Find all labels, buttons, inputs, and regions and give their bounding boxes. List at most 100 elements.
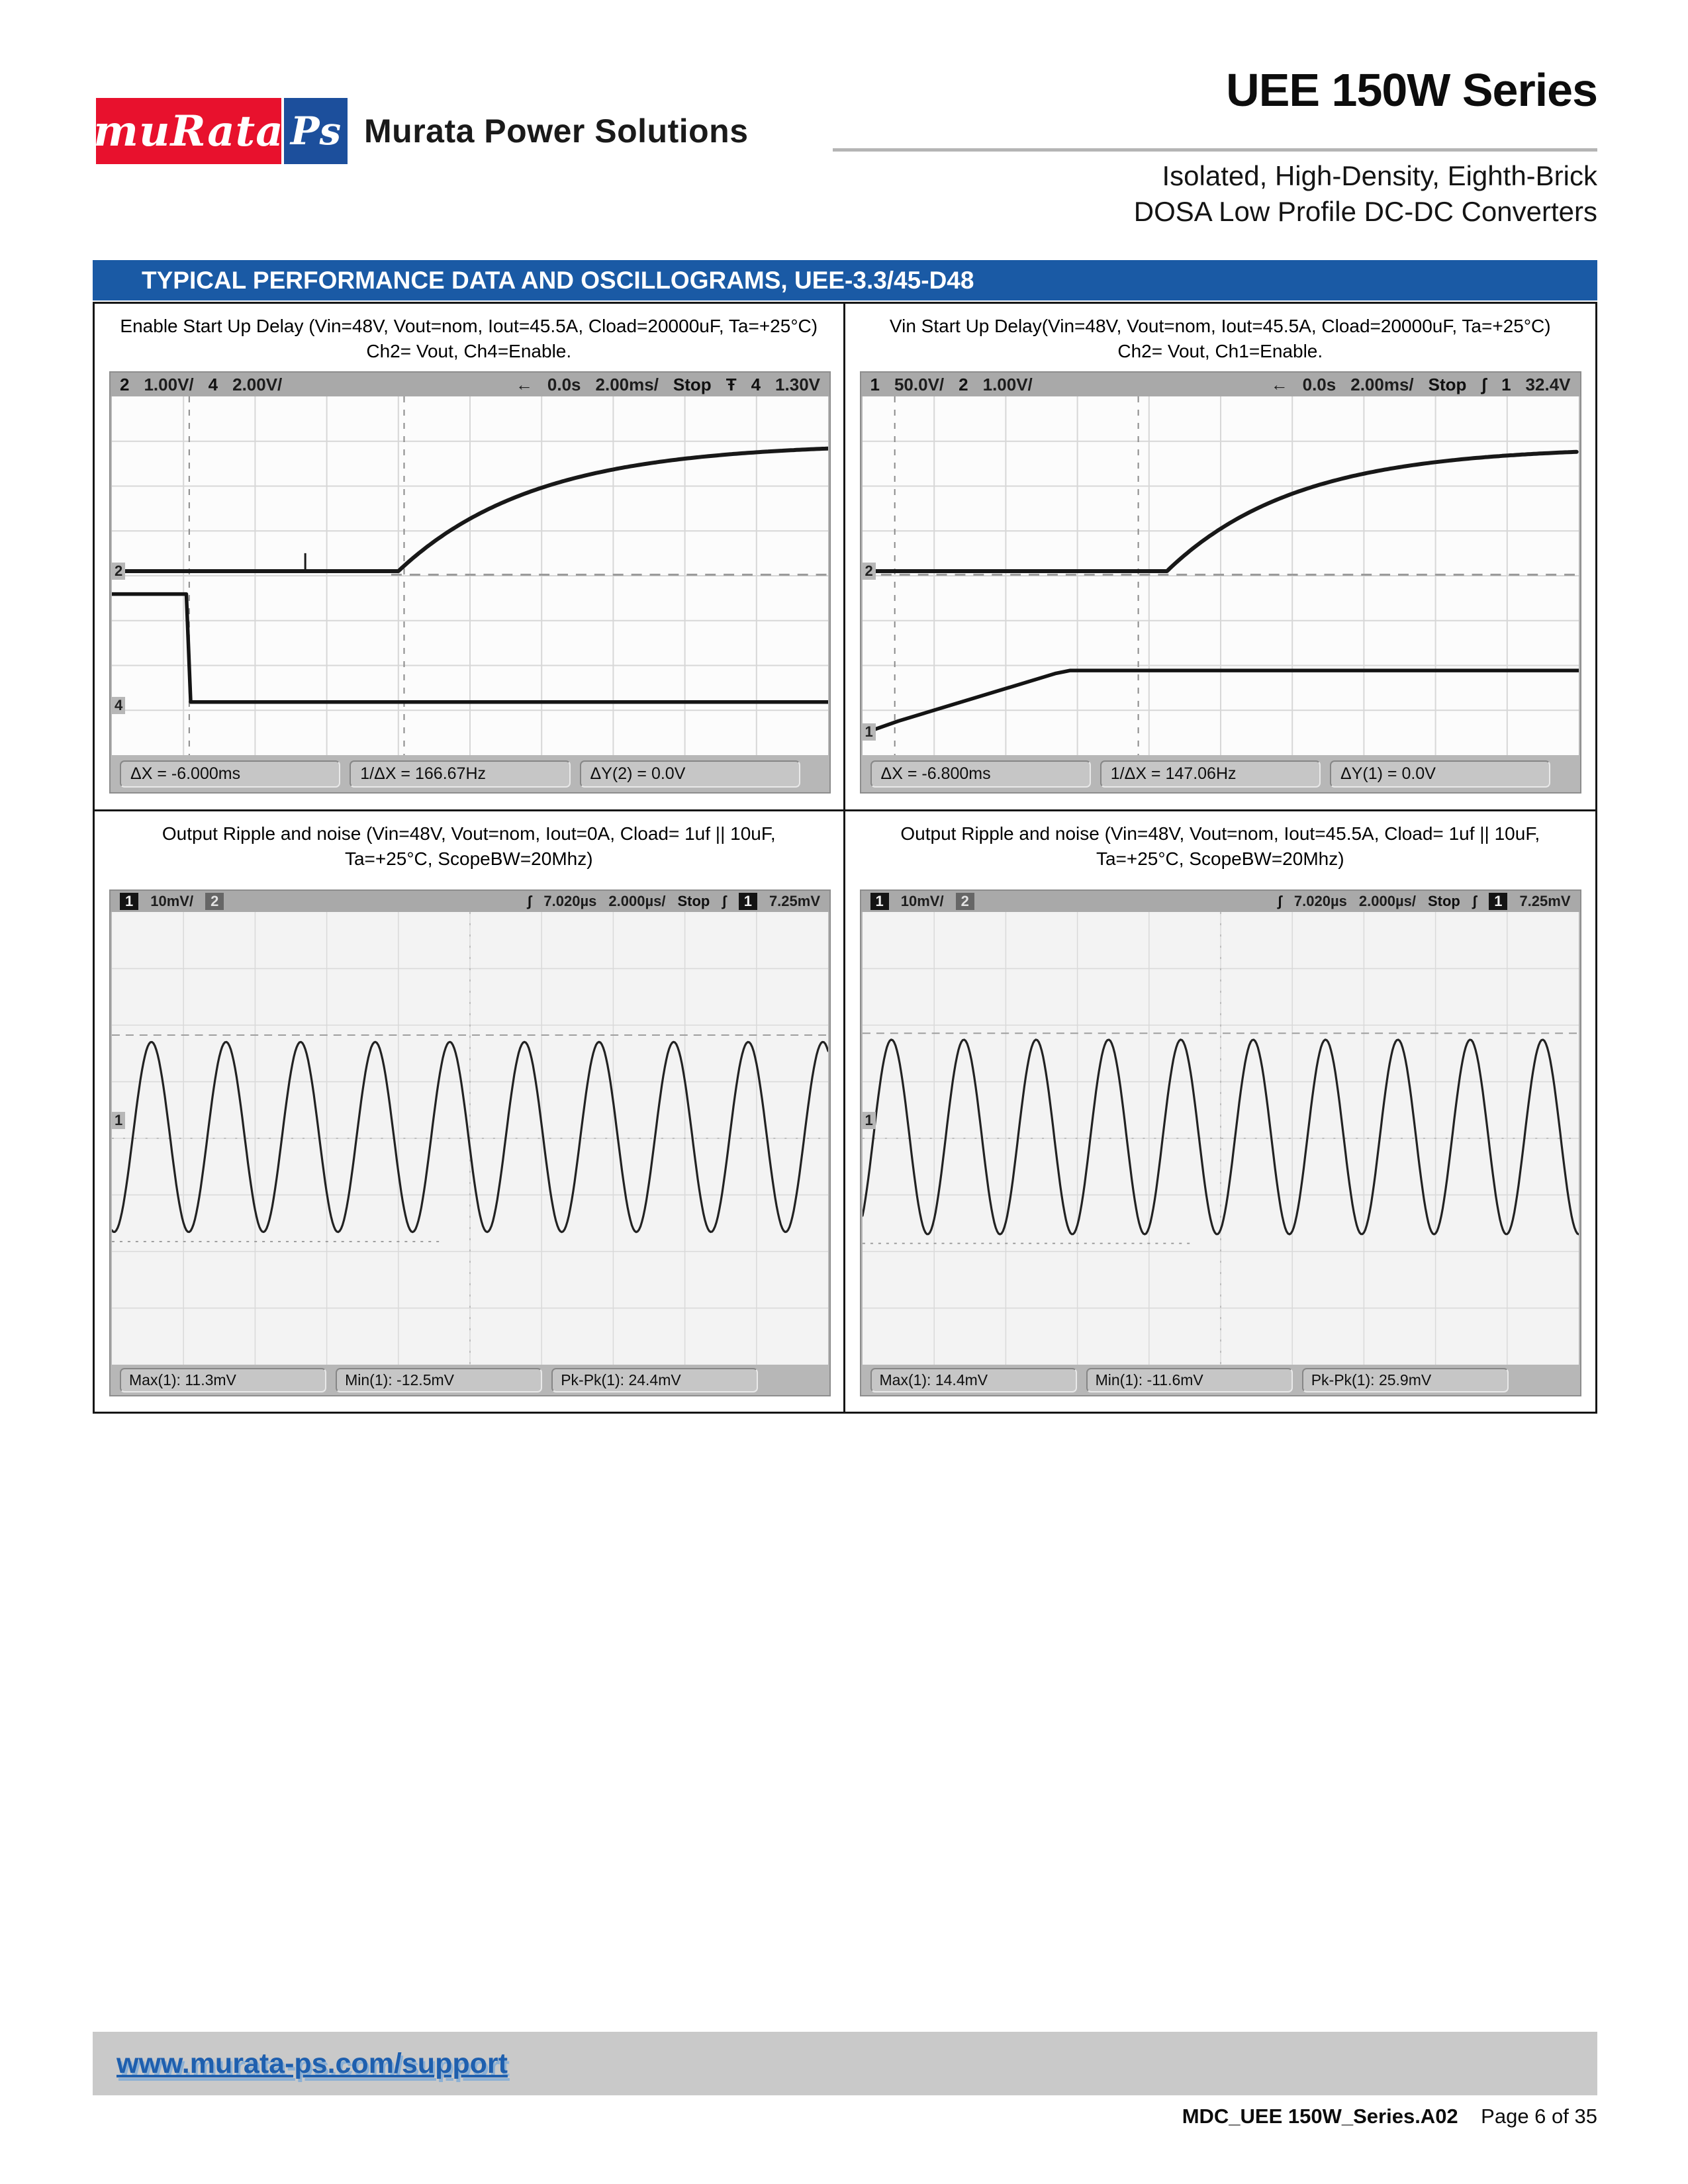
- scope-setting: ʃ: [1277, 892, 1282, 909]
- scope-timebase-trigger: ʃ 7.020µs 2.000µs/Stop ʃ 1 7.25mV: [1277, 892, 1571, 911]
- page-subtitle-2: DOSA Low Profile DC-DC Converters: [1133, 196, 1597, 227]
- scope-settings-bar: 2 1.00V/4 2.00V/ ← 0.0s 2.00ms/Stop Ŧ 4 1.30V: [111, 373, 829, 396]
- scope-settings-bar: 1 50.0V/2 1.00V/ ← 0.0s 2.00ms/Stop ʃ 1 32.4V: [861, 373, 1580, 396]
- header-divider: [833, 148, 1597, 152]
- measurement-box: ΔY(2) = 0.0V: [579, 760, 800, 788]
- caption-line2: Ch2= Vout, Ch4=Enable.: [366, 341, 572, 361]
- panel-caption: Vin Start Up Delay(Vin=48V, Vout=nom, Io…: [845, 314, 1596, 364]
- scope-setting: 1: [1501, 374, 1511, 394]
- caption-line2: Ch2= Vout, Ch1=Enable.: [1117, 341, 1323, 361]
- oscilloscope-screenshot: 1 10mV/2 ʃ 7.020µs 2.000µs/Stop ʃ 1 7.25mV 1 M…: [859, 889, 1581, 1396]
- scope-setting: 4: [208, 374, 218, 394]
- scope-settings-bar: 1 10mV/2 ʃ 7.020µs 2.000µs/Stop ʃ 1 7.25mV: [861, 891, 1580, 912]
- scope-setting: 10mV/: [150, 892, 194, 909]
- panel-ripple-no-load: Output Ripple and noise (Vin=48V, Vout=n…: [95, 811, 845, 1412]
- murata-logo-text: muRata: [93, 106, 284, 156]
- scope-plot-area: 1: [112, 912, 828, 1365]
- measurement-box: Pk-Pk(1): 25.9mV: [1301, 1367, 1509, 1392]
- caption-line2: Ta=+25°C, ScopeBW=20Mhz): [344, 848, 593, 869]
- measurement-box: Min(1): -12.5mV: [336, 1367, 543, 1392]
- scope-setting: Stop: [1427, 892, 1460, 909]
- scope-settings-bar: 1 10mV/2 ʃ 7.020µs 2.000µs/Stop ʃ 1 7.25mV: [111, 891, 829, 912]
- channel-marker: 2: [112, 562, 126, 580]
- scope-measurement-bar: Max(1): 14.4mV Min(1): -11.6mV Pk-Pk(1):…: [861, 1365, 1580, 1395]
- scope-setting: Stop: [673, 374, 712, 394]
- scope-setting: 1: [870, 892, 889, 911]
- scope-setting: Ŧ: [726, 374, 737, 394]
- scope-setting: ʃ: [722, 892, 727, 909]
- scope-setting: 7.25mV: [1519, 892, 1571, 909]
- scope-setting: 1: [120, 892, 139, 911]
- scope-setting: 32.4V: [1525, 374, 1571, 394]
- scope-setting: 2: [959, 374, 968, 394]
- page-number: Page 6 of 35: [1481, 2105, 1597, 2128]
- scope-setting: 2: [955, 892, 974, 911]
- scope-setting: 2.00V/: [232, 374, 283, 394]
- page-subtitle-1: Isolated, High-Density, Eighth-Brick: [1162, 160, 1597, 191]
- panel-caption: Output Ripple and noise (Vin=48V, Vout=n…: [845, 821, 1596, 872]
- scope-channel-settings: 1 10mV/2: [870, 892, 974, 911]
- scope-setting: 10mV/: [900, 892, 944, 909]
- measurement-box: 1/ΔX = 147.06Hz: [1100, 760, 1321, 788]
- measurement-box: ΔX = -6.000ms: [120, 760, 341, 788]
- waveform-svg: [112, 396, 828, 755]
- caption-line1: Vin Start Up Delay(Vin=48V, Vout=nom, Io…: [889, 316, 1551, 336]
- channel-marker: 1: [862, 1111, 876, 1129]
- scope-measurement-bar: ΔX = -6.000ms 1/ΔX = 166.67Hz ΔY(2) = 0.…: [111, 755, 829, 792]
- scope-channel-settings: 1 10mV/2: [120, 892, 224, 911]
- scope-measurement-bar: Max(1): 11.3mV Min(1): -12.5mV Pk-Pk(1):…: [111, 1365, 829, 1395]
- scope-setting: 0.0s: [547, 374, 581, 394]
- support-link[interactable]: www.murata-ps.com/support: [117, 2047, 508, 2079]
- ps-logo: Ps: [284, 98, 348, 164]
- caption-line1: Output Ripple and noise (Vin=48V, Vout=n…: [900, 823, 1540, 844]
- scope-setting: 1.00V/: [982, 374, 1033, 394]
- scope-setting: Stop: [1428, 374, 1467, 394]
- waveform-svg: [862, 396, 1579, 755]
- scope-channel-settings: 1 50.0V/2 1.00V/: [870, 375, 1033, 395]
- oscilloscope-screenshot: 1 10mV/2 ʃ 7.020µs 2.000µs/Stop ʃ 1 7.25mV 1 M…: [109, 889, 831, 1396]
- document-id: MDC_UEE 150W_Series.A02: [1182, 2105, 1458, 2128]
- panel-caption: Output Ripple and noise (Vin=48V, Vout=n…: [95, 821, 843, 872]
- scope-plot-area: 1: [862, 912, 1579, 1365]
- scope-setting: 0.0s: [1302, 374, 1336, 394]
- document-footer: MDC_UEE 150W_Series.A02 Page 6 of 35: [1182, 2105, 1597, 2128]
- scope-timebase-trigger: ʃ 7.020µs 2.000µs/Stop ʃ 1 7.25mV: [527, 892, 820, 911]
- murata-logo: muRata: [93, 98, 284, 164]
- oscilloscope-screenshot: 2 1.00V/4 2.00V/ ← 0.0s 2.00ms/Stop Ŧ 4 1.30V 2…: [109, 371, 831, 794]
- scope-setting: ʃ: [1481, 374, 1487, 394]
- waveform-svg: [112, 912, 828, 1365]
- channel-marker: 2: [862, 562, 876, 580]
- scope-setting: 2.000µs/: [1358, 892, 1416, 909]
- footer-bar: www.murata-ps.com/support: [93, 2032, 1597, 2095]
- scope-setting: ←: [515, 374, 533, 394]
- scope-setting: 7.25mV: [769, 892, 820, 909]
- scope-setting: 2.00ms/: [1350, 374, 1414, 394]
- scope-setting: 1.00V/: [144, 374, 194, 394]
- scope-setting: 1: [1489, 892, 1508, 911]
- scope-setting: Stop: [677, 892, 710, 909]
- scope-setting: 2.000µs/: [608, 892, 666, 909]
- oscillogram-grid: Enable Start Up Delay (Vin=48V, Vout=nom…: [93, 302, 1597, 1414]
- scope-setting: ʃ: [527, 892, 532, 909]
- measurement-box: Max(1): 11.3mV: [120, 1367, 327, 1392]
- scope-setting: 2.00ms/: [595, 374, 659, 394]
- scope-setting: 7.020µs: [1293, 892, 1347, 909]
- caption-line1: Output Ripple and noise (Vin=48V, Vout=n…: [162, 823, 776, 844]
- panel-ripple-full-load: Output Ripple and noise (Vin=48V, Vout=n…: [845, 811, 1596, 1412]
- measurement-box: Max(1): 14.4mV: [870, 1367, 1077, 1392]
- caption-line1: Enable Start Up Delay (Vin=48V, Vout=nom…: [120, 316, 818, 336]
- scope-setting: 1: [870, 374, 880, 394]
- oscilloscope-screenshot: 1 50.0V/2 1.00V/ ← 0.0s 2.00ms/Stop ʃ 1 32.4V 2…: [859, 371, 1581, 794]
- scope-setting: ʃ: [1472, 892, 1477, 909]
- brand-name: Murata Power Solutions: [364, 113, 749, 150]
- measurement-box: ΔY(1) = 0.0V: [1330, 760, 1551, 788]
- scope-setting: 1: [738, 892, 757, 911]
- section-banner: TYPICAL PERFORMANCE DATA AND OSCILLOGRAM…: [93, 260, 1597, 300]
- panel-enable-startup-delay: Enable Start Up Delay (Vin=48V, Vout=nom…: [95, 304, 845, 811]
- scope-setting: 2: [205, 892, 224, 911]
- scope-setting: ←: [1270, 374, 1288, 394]
- channel-marker: 1: [112, 1111, 126, 1129]
- scope-timebase-trigger: ← 0.0s 2.00ms/Stop ʃ 1 32.4V: [1271, 375, 1571, 395]
